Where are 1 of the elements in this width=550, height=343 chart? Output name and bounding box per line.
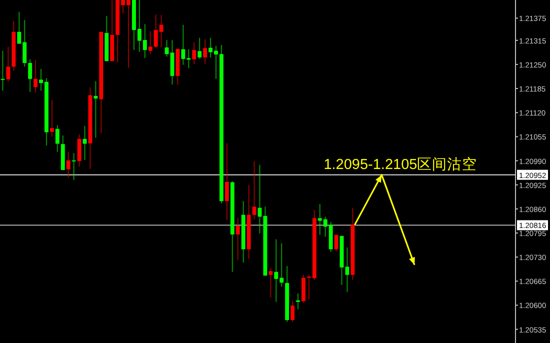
- annotation: 1.2095-1.2105区间沽空: [324, 156, 478, 173]
